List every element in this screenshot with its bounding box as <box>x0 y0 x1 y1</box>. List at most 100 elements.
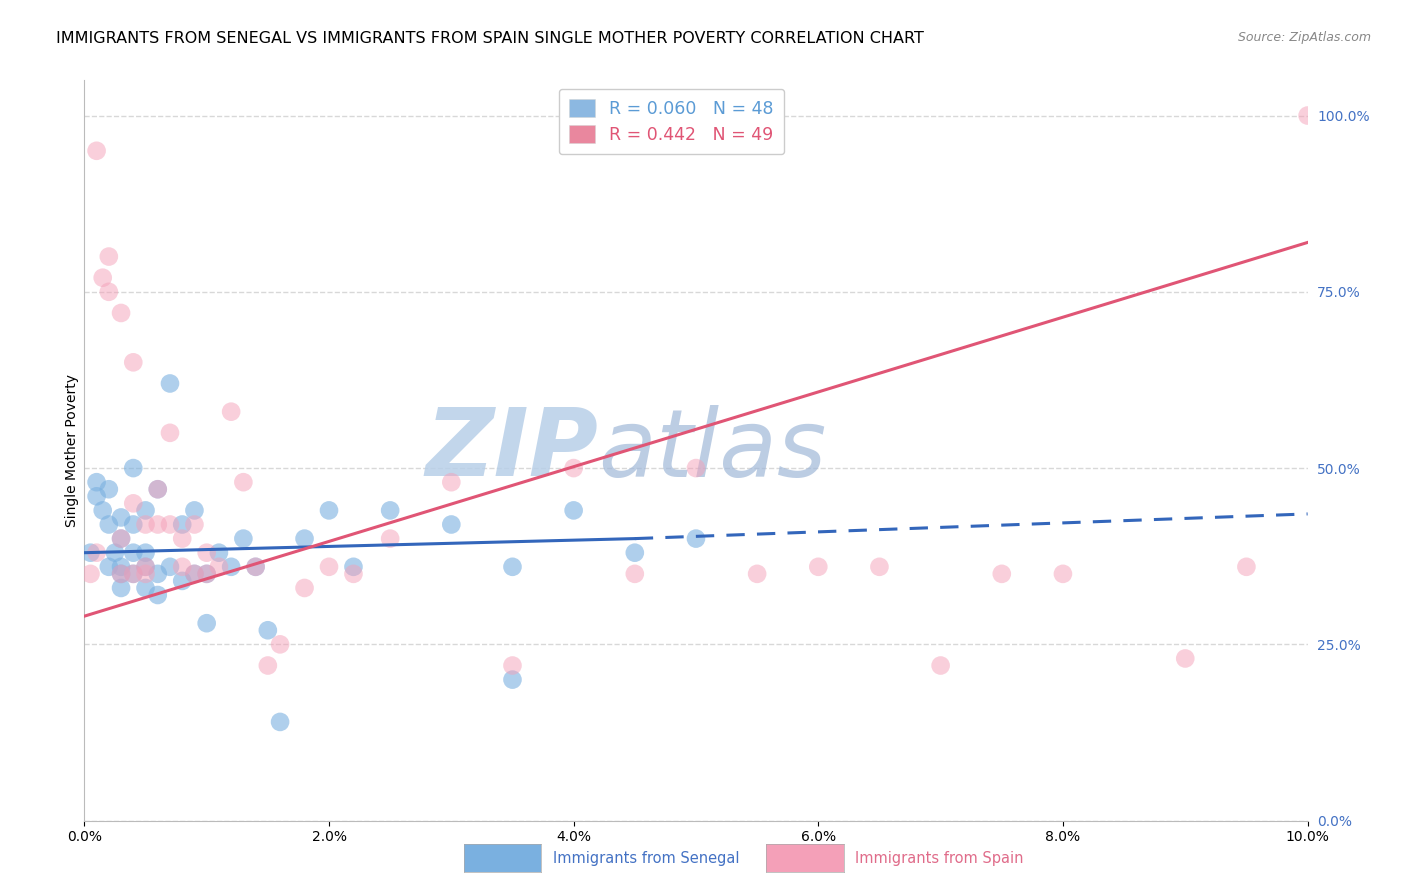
Point <box>146 566 169 581</box>
Point <box>219 559 242 574</box>
Point <box>122 566 145 581</box>
Point <box>91 270 114 285</box>
Point <box>135 559 157 574</box>
Point <box>110 559 132 574</box>
Point <box>110 532 132 546</box>
Point <box>97 250 120 264</box>
Point <box>685 532 707 546</box>
Point <box>110 510 132 524</box>
Point <box>342 566 364 581</box>
Point <box>195 566 218 581</box>
Point <box>159 425 181 440</box>
Point <box>146 517 169 532</box>
Point <box>110 306 132 320</box>
Point <box>195 616 218 631</box>
Point <box>195 566 218 581</box>
Point <box>122 461 145 475</box>
Point <box>172 517 194 532</box>
Point <box>135 517 157 532</box>
Point <box>991 566 1014 581</box>
Point <box>97 482 120 496</box>
Point <box>135 559 157 574</box>
Point <box>146 588 169 602</box>
Legend: R = 0.060   N = 48, R = 0.442   N = 49: R = 0.060 N = 48, R = 0.442 N = 49 <box>558 89 785 154</box>
Point <box>342 559 364 574</box>
Point <box>208 559 231 574</box>
Point <box>122 355 145 369</box>
Y-axis label: Single Mother Poverty: Single Mother Poverty <box>65 374 79 527</box>
Point <box>79 566 101 581</box>
Point <box>159 559 181 574</box>
Point <box>86 489 108 503</box>
Point <box>1052 566 1074 581</box>
Point <box>219 405 242 419</box>
Point <box>122 566 145 581</box>
Point <box>232 532 254 546</box>
Point <box>380 532 402 546</box>
Text: Immigrants from Senegal: Immigrants from Senegal <box>553 851 740 865</box>
Point <box>1174 651 1197 665</box>
Point <box>269 714 291 729</box>
Text: ZIP: ZIP <box>425 404 598 497</box>
Point <box>562 503 585 517</box>
Point <box>183 566 205 581</box>
Point <box>86 475 108 490</box>
Point <box>208 546 231 560</box>
Point <box>562 461 585 475</box>
Point <box>869 559 891 574</box>
Point <box>294 532 316 546</box>
Point <box>440 517 463 532</box>
Point <box>929 658 952 673</box>
Point <box>97 285 120 299</box>
Point <box>502 673 524 687</box>
Point <box>245 559 267 574</box>
Point <box>232 475 254 490</box>
Text: Source: ZipAtlas.com: Source: ZipAtlas.com <box>1237 31 1371 45</box>
Point <box>747 566 769 581</box>
Point <box>135 566 157 581</box>
Point <box>135 581 157 595</box>
Point <box>122 546 145 560</box>
Point <box>1296 109 1319 123</box>
Point <box>624 566 647 581</box>
Point <box>135 546 157 560</box>
Point <box>135 503 157 517</box>
Text: Immigrants from Spain: Immigrants from Spain <box>855 851 1024 865</box>
Point <box>146 482 169 496</box>
Point <box>86 546 108 560</box>
Point <box>183 566 205 581</box>
Point <box>110 581 132 595</box>
Point <box>110 566 132 581</box>
Point <box>122 496 145 510</box>
Point <box>86 144 108 158</box>
Point <box>502 559 524 574</box>
Point <box>1236 559 1258 574</box>
Point <box>172 559 194 574</box>
Point <box>172 532 194 546</box>
Point <box>104 546 127 560</box>
Point <box>159 517 181 532</box>
Point <box>318 503 340 517</box>
Point <box>502 658 524 673</box>
Point <box>183 517 205 532</box>
Point <box>440 475 463 490</box>
Point <box>245 559 267 574</box>
Point <box>294 581 316 595</box>
Point <box>195 546 218 560</box>
Text: IMMIGRANTS FROM SENEGAL VS IMMIGRANTS FROM SPAIN SINGLE MOTHER POVERTY CORRELATI: IMMIGRANTS FROM SENEGAL VS IMMIGRANTS FR… <box>56 31 924 46</box>
Text: atlas: atlas <box>598 405 827 496</box>
Point <box>624 546 647 560</box>
Point <box>97 559 120 574</box>
Point <box>122 517 145 532</box>
Point <box>380 503 402 517</box>
Point <box>172 574 194 588</box>
Point <box>110 532 132 546</box>
Point <box>79 546 101 560</box>
Point <box>269 637 291 651</box>
Point <box>318 559 340 574</box>
Point <box>146 482 169 496</box>
Point <box>110 566 132 581</box>
Point <box>807 559 830 574</box>
Point <box>257 658 280 673</box>
Point <box>183 503 205 517</box>
